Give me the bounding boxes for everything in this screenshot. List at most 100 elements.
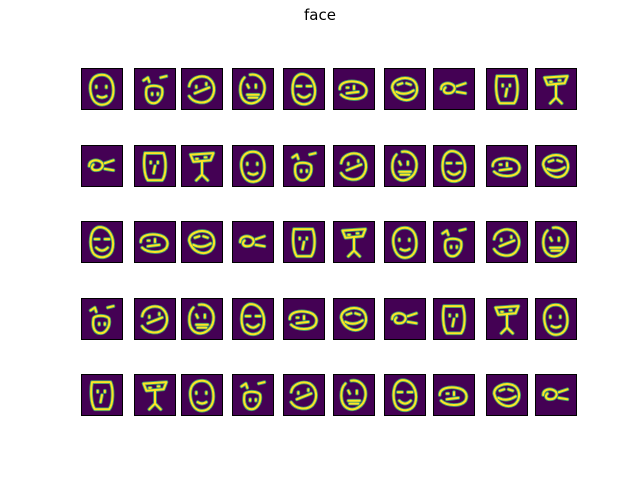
sketch-tile (134, 221, 176, 263)
face-sketch (487, 375, 527, 415)
sketch-tile (81, 298, 123, 340)
face-sketch (536, 299, 576, 339)
face-sketch (487, 299, 527, 339)
sketch-tile (134, 68, 176, 110)
sketch-tile (181, 374, 223, 416)
face-sketch (182, 299, 222, 339)
face-sketch (334, 222, 374, 262)
face-sketch (284, 222, 324, 262)
face-sketch (334, 299, 374, 339)
face-sketch (284, 146, 324, 186)
sketch-tile (433, 221, 475, 263)
face-sketch (233, 375, 273, 415)
sketch-tile (486, 145, 528, 187)
face-sketch (135, 299, 175, 339)
face-sketch (82, 299, 122, 339)
sketch-tile (486, 221, 528, 263)
face-sketch (135, 69, 175, 109)
sketch-tile (81, 374, 123, 416)
face-sketch (182, 146, 222, 186)
face-sketch (434, 146, 474, 186)
sketch-tile (232, 145, 274, 187)
sketch-tile (535, 221, 577, 263)
sketch-tile (81, 68, 123, 110)
sketch-tile (333, 298, 375, 340)
face-sketch (233, 69, 273, 109)
sketch-tile (333, 145, 375, 187)
sketch-tile (81, 221, 123, 263)
face-sketch (135, 222, 175, 262)
face-sketch (135, 375, 175, 415)
sketch-tile (283, 298, 325, 340)
face-sketch (385, 299, 425, 339)
sketch-tile (384, 145, 426, 187)
face-sketch (434, 69, 474, 109)
sketch-tile (181, 145, 223, 187)
face-sketch (536, 375, 576, 415)
face-sketch (82, 375, 122, 415)
sketch-tile (433, 374, 475, 416)
face-sketch (334, 146, 374, 186)
sketch-tile (283, 374, 325, 416)
face-sketch (536, 222, 576, 262)
sketch-tile (384, 221, 426, 263)
sketch-tile (181, 68, 223, 110)
sketch-tile (333, 68, 375, 110)
face-sketch (182, 375, 222, 415)
sketch-tile (486, 374, 528, 416)
sketch-tile (486, 298, 528, 340)
sketch-tile (384, 298, 426, 340)
face-sketch (82, 222, 122, 262)
face-sketch (385, 69, 425, 109)
sketch-tile (232, 221, 274, 263)
face-sketch (434, 299, 474, 339)
face-sketch (284, 299, 324, 339)
sketch-tile (384, 374, 426, 416)
face-sketch (334, 69, 374, 109)
sketch-tile (535, 145, 577, 187)
sketch-tile (535, 374, 577, 416)
sketch-tile (433, 68, 475, 110)
sketch-tile (232, 68, 274, 110)
sketch-tile (134, 298, 176, 340)
sketch-tile (535, 68, 577, 110)
face-sketch (182, 69, 222, 109)
sketch-tile (283, 68, 325, 110)
face-sketch (385, 222, 425, 262)
face-sketch (82, 146, 122, 186)
face-sketch (334, 375, 374, 415)
face-sketch (135, 146, 175, 186)
face-sketch (487, 69, 527, 109)
face-sketch (233, 146, 273, 186)
sketch-tile (134, 374, 176, 416)
face-sketch (487, 222, 527, 262)
sketch-tile (433, 145, 475, 187)
face-sketch (82, 69, 122, 109)
sketch-tile (384, 68, 426, 110)
sketch-tile (283, 221, 325, 263)
sketch-tile (181, 298, 223, 340)
sketch-tile (333, 374, 375, 416)
face-sketch (284, 69, 324, 109)
sketch-tile (283, 145, 325, 187)
face-sketch (434, 222, 474, 262)
sketch-tile (486, 68, 528, 110)
sketch-tile (232, 298, 274, 340)
face-sketch (182, 222, 222, 262)
sketch-tile (433, 298, 475, 340)
sketch-tile (535, 298, 577, 340)
face-sketch (284, 375, 324, 415)
sketch-tile (134, 145, 176, 187)
sketch-tile (333, 221, 375, 263)
face-sketch (434, 375, 474, 415)
sketch-tile (81, 145, 123, 187)
sketch-tile (181, 221, 223, 263)
sketch-tile (232, 374, 274, 416)
face-sketch (385, 375, 425, 415)
face-sketch (233, 222, 273, 262)
face-sketch (536, 69, 576, 109)
face-sketch (385, 146, 425, 186)
face-sketch (536, 146, 576, 186)
face-sketch (233, 299, 273, 339)
